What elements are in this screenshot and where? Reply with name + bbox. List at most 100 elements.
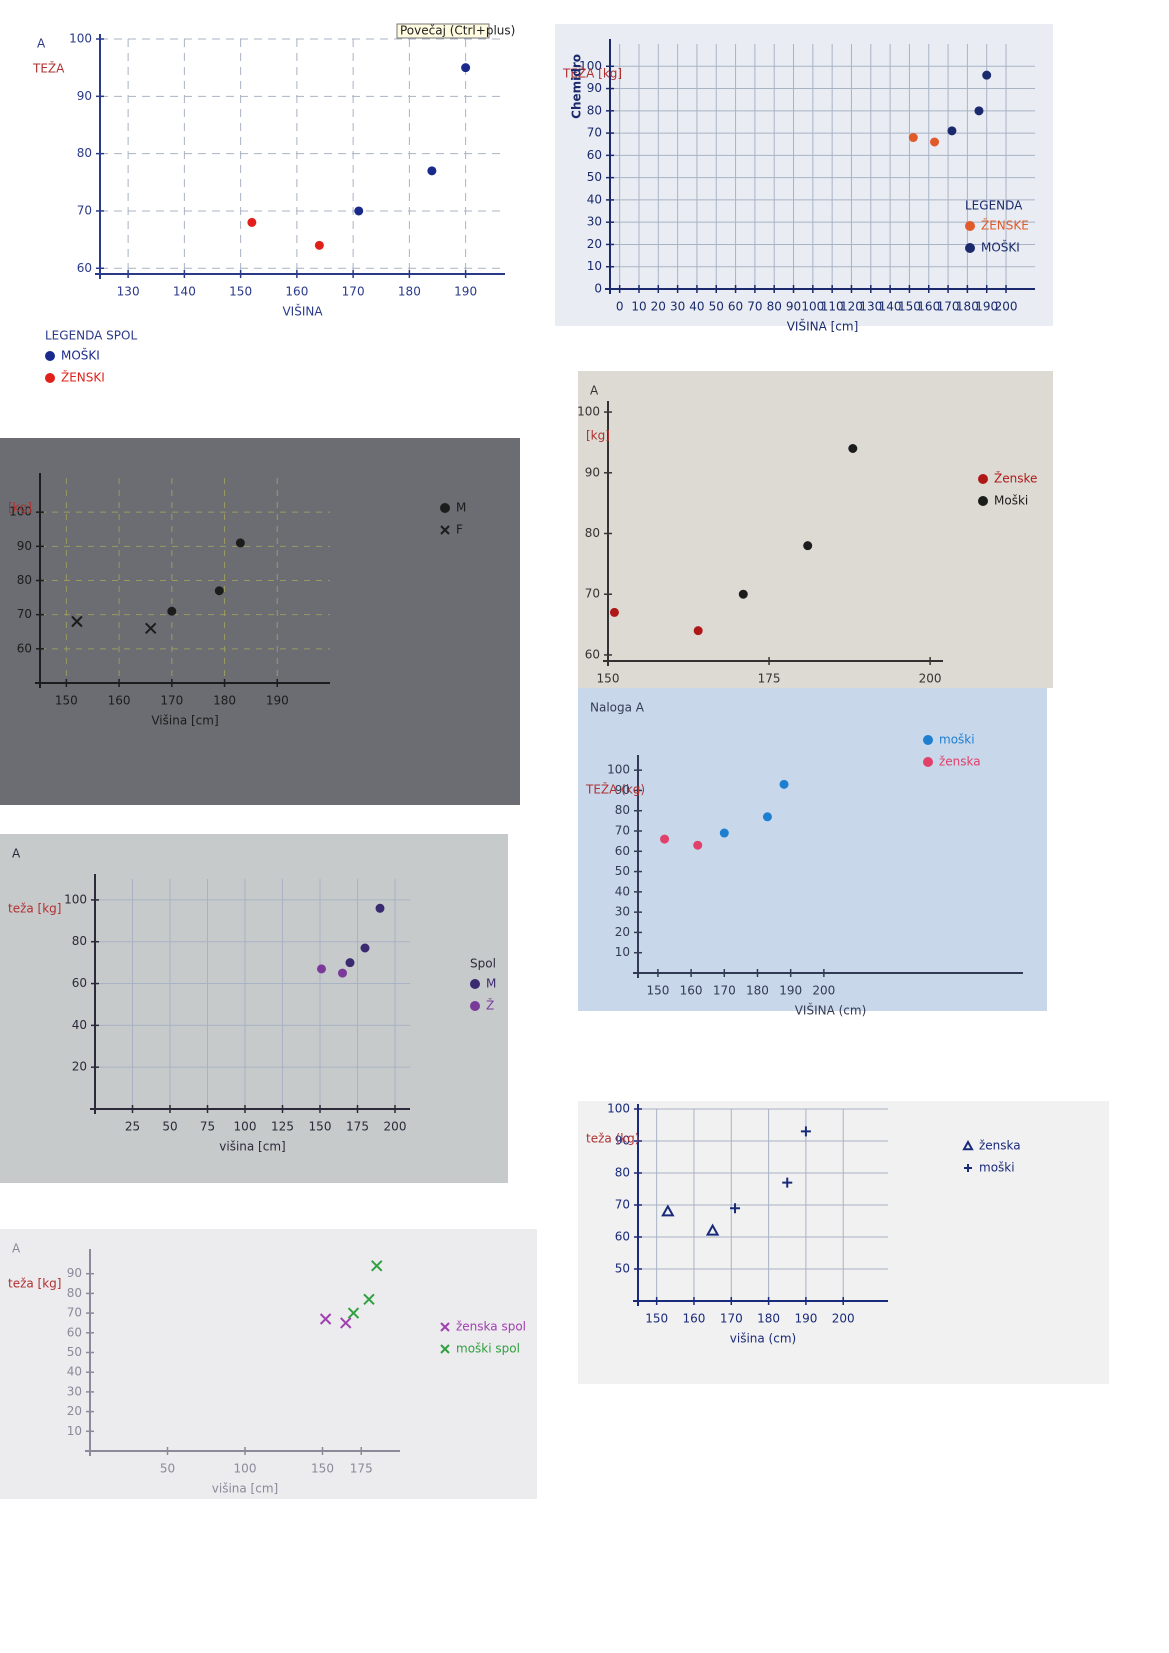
point [371, 1260, 383, 1272]
y-tick-label: 20 [587, 237, 602, 251]
y-tick-label: 60 [587, 148, 602, 162]
x-tick-label: 100 [801, 300, 824, 314]
x-tick-label: 180 [398, 285, 421, 299]
point [705, 1223, 720, 1236]
x-tick-label: 150 [309, 1120, 332, 1134]
y-tick-label: 90 [17, 539, 32, 553]
point [316, 964, 327, 974]
panel-title: A [12, 847, 21, 861]
point [779, 779, 789, 789]
x-tick-label: 140 [879, 300, 902, 314]
panel-title: A [37, 37, 46, 51]
x-tick-label: 70 [747, 300, 762, 314]
point [347, 1307, 360, 1319]
legend-title: LEGENDA SPOL [45, 329, 137, 343]
legend-marker [469, 979, 481, 989]
point [800, 1126, 811, 1137]
x-tick-label: 190 [266, 694, 289, 708]
x-tick-label: 190 [454, 285, 477, 299]
x-tick-label: 130 [117, 285, 140, 299]
panel-background [555, 24, 1053, 326]
legend-label: ženska [939, 755, 981, 769]
y-tick-label: 80 [587, 103, 602, 117]
x-axis-label: VIŠINA [cm] [787, 319, 859, 334]
point [145, 622, 157, 635]
point [71, 615, 83, 628]
y-tick-label: 10 [67, 1424, 82, 1438]
y-tick-label: 100 [9, 505, 32, 519]
x-tick-label: 200 [919, 672, 942, 686]
y-tick-label: 70 [67, 1306, 82, 1320]
point [803, 541, 813, 551]
x-tick-label: 100 [234, 1120, 257, 1134]
point [235, 538, 245, 548]
x-tick-label: 150 [229, 285, 252, 299]
x-tick-label: 170 [937, 300, 960, 314]
panel-title: A [590, 384, 599, 398]
x-tick-label: 170 [342, 285, 365, 299]
y-tick-label: 20 [72, 1060, 87, 1074]
legend-marker [922, 735, 934, 745]
y-tick-label: 100 [64, 892, 87, 906]
y-tick-label: 80 [615, 1166, 630, 1180]
legend-marker [964, 243, 976, 253]
point [337, 968, 348, 978]
x-tick-label: 120 [840, 300, 863, 314]
x-tick-label: 20 [651, 300, 666, 314]
x-tick-label: 0 [616, 300, 624, 314]
legend-marker [469, 1001, 481, 1011]
y-tick-label: 70 [587, 126, 602, 140]
x-tick-label: 50 [162, 1120, 177, 1134]
legend-marker [440, 1322, 450, 1332]
x-tick-label: 150 [646, 984, 669, 998]
y-tick-label: 50 [615, 1262, 630, 1276]
x-axis-label: Višina [cm] [151, 714, 218, 728]
y-tick-label: 100 [607, 1102, 630, 1116]
y-tick-label: 90 [587, 81, 602, 95]
point [974, 106, 984, 116]
point [719, 828, 729, 838]
y-tick-label: 50 [615, 864, 630, 878]
x-axis-label: VIŠINA (cm) [795, 1003, 867, 1018]
y-tick-label: 100 [607, 763, 630, 777]
y-tick-label: 60 [67, 1325, 82, 1339]
point [693, 626, 703, 636]
x-tick-label: 110 [821, 300, 844, 314]
x-axis-label: VIŠINA [282, 304, 323, 319]
x-tick-label: 75 [200, 1120, 215, 1134]
legend-label: M [486, 977, 496, 991]
y-axis-label: teža [kg] [8, 1277, 61, 1291]
x-tick-label: 170 [720, 1312, 743, 1326]
x-tick-label: 30 [670, 300, 685, 314]
x-tick-label: 140 [173, 285, 196, 299]
x-tick-label: 130 [859, 300, 882, 314]
point [427, 166, 437, 176]
panel-background [578, 371, 1053, 688]
point [982, 70, 992, 80]
y-tick-label: 0 [594, 282, 602, 296]
x-tick-label: 150 [311, 1462, 334, 1476]
y-tick-label: 80 [67, 1286, 82, 1300]
x-tick-label: 90 [786, 300, 801, 314]
y-axis-label: teža [kg] [8, 902, 61, 916]
legend-title: Spol [470, 957, 496, 971]
legend-marker [922, 757, 934, 767]
x-axis-label: višina [cm] [219, 1140, 285, 1154]
y-tick-label: 100 [577, 405, 600, 419]
legend-label: ŽENSKI [61, 370, 105, 385]
point [930, 137, 940, 147]
y-tick-label: 90 [67, 1266, 82, 1280]
y-tick-label: 60 [72, 976, 87, 990]
legend-marker [439, 503, 451, 513]
point [738, 589, 748, 599]
y-axis-label: [kg] [8, 501, 32, 515]
point [762, 812, 772, 822]
legend-marker [964, 1164, 972, 1172]
side-label: Chemidro [570, 54, 584, 119]
y-tick-label: 40 [587, 192, 602, 206]
point [363, 1293, 375, 1306]
